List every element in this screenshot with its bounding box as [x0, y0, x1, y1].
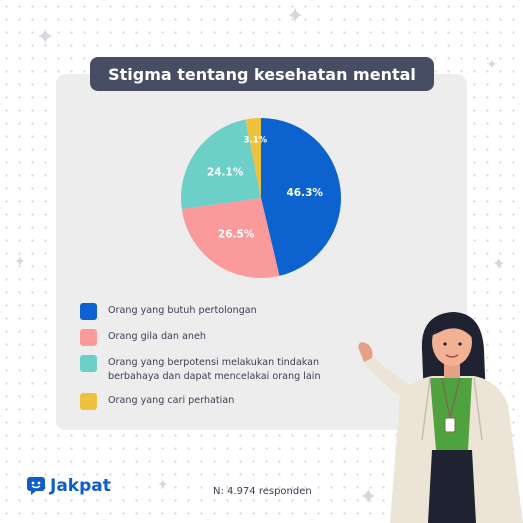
legend-swatch	[80, 393, 97, 410]
pie-slice-label: 26.5%	[218, 228, 255, 240]
sparkle-icon: ✦	[486, 57, 498, 73]
legend-item: Orang yang butuh pertolongan	[80, 303, 370, 320]
sparkle-icon: ✦	[286, 4, 305, 29]
brand-name: Jakpat	[50, 476, 111, 496]
pie-slice	[261, 118, 342, 276]
pie-slice-label: 46.3%	[286, 187, 323, 199]
pie-slice	[181, 119, 261, 210]
pie-slice	[181, 198, 280, 278]
legend-label: Orang yang butuh pertolongan	[108, 305, 257, 316]
sparkle-icon: ✦	[359, 485, 378, 510]
legend-swatch	[80, 355, 97, 372]
woman-illustration	[358, 312, 523, 523]
pie-slice-label: 24.1%	[207, 166, 244, 178]
pie-chart: 46.3% 26.5% 24.1% 3.1%	[181, 118, 342, 278]
legend-swatch	[80, 303, 97, 320]
chart-title: Stigma tentang kesehatan mental	[90, 57, 434, 91]
legend-item: Orang gila dan aneh	[80, 329, 370, 346]
pie-slice-label: 3.1%	[244, 136, 268, 146]
legend-item: Orang yang cari perhatian	[80, 393, 370, 410]
respondent-count: N: 4.974 responden	[213, 486, 312, 497]
sparkle-icon: ✦	[14, 254, 26, 270]
legend-swatch	[80, 329, 97, 346]
legend-label: Orang gila dan aneh	[108, 331, 206, 342]
sparkle-icon: ✦	[36, 25, 55, 50]
legend: Orang yang butuh pertolongan Orang gila …	[80, 303, 370, 419]
sparkle-icon: ✦	[157, 477, 169, 493]
legend-label: Orang yang berpotensi melakukan tindakan…	[108, 357, 321, 382]
pie-slice	[245, 118, 261, 198]
jakpat-logo-icon	[27, 477, 45, 495]
brand-logo: Jakpat	[27, 476, 111, 496]
legend-label: Orang yang cari perhatian	[108, 395, 235, 406]
legend-item: Orang yang berpotensi melakukan tindakan…	[80, 355, 370, 384]
sparkle-icon: ✦	[492, 254, 506, 273]
